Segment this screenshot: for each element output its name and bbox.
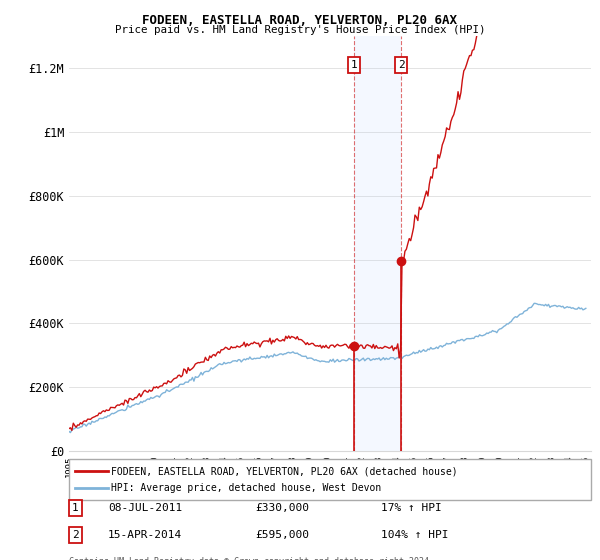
Text: 17% ↑ HPI: 17% ↑ HPI	[381, 503, 442, 513]
Text: 2: 2	[72, 530, 79, 540]
Text: 1: 1	[350, 60, 358, 70]
Text: Contains HM Land Registry data © Crown copyright and database right 2024.
This d: Contains HM Land Registry data © Crown c…	[69, 557, 434, 560]
Text: 2: 2	[398, 60, 404, 70]
Text: HPI: Average price, detached house, West Devon: HPI: Average price, detached house, West…	[111, 483, 381, 493]
Text: FODEEN, EASTELLA ROAD, YELVERTON, PL20 6AX (detached house): FODEEN, EASTELLA ROAD, YELVERTON, PL20 6…	[111, 466, 458, 477]
Text: 1: 1	[72, 503, 79, 513]
Text: 15-APR-2014: 15-APR-2014	[108, 530, 182, 540]
Text: 08-JUL-2011: 08-JUL-2011	[108, 503, 182, 513]
Text: £330,000: £330,000	[255, 503, 309, 513]
Text: £595,000: £595,000	[255, 530, 309, 540]
Text: FODEEN, EASTELLA ROAD, YELVERTON, PL20 6AX: FODEEN, EASTELLA ROAD, YELVERTON, PL20 6…	[143, 14, 458, 27]
Bar	[354, 36, 401, 451]
Text: 104% ↑ HPI: 104% ↑ HPI	[381, 530, 449, 540]
Text: Price paid vs. HM Land Registry's House Price Index (HPI): Price paid vs. HM Land Registry's House …	[115, 25, 485, 35]
